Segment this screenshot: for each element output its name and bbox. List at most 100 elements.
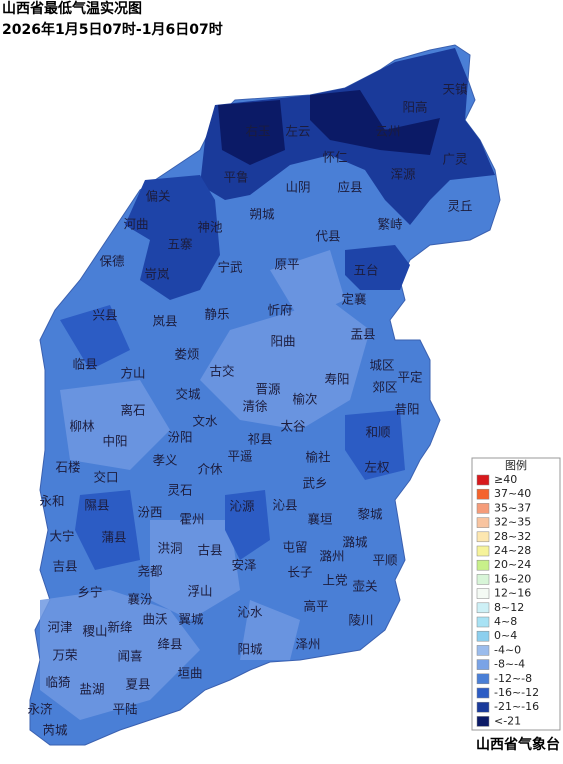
map-subtitle: 2026年1月5日07时-1月6日07时 [2, 21, 223, 38]
county-label: 长子 [287, 565, 312, 580]
county-label: 娄烦 [174, 347, 199, 362]
county-label: 神池 [197, 220, 223, 235]
county-label: 壶关 [352, 579, 377, 594]
county-label: 介休 [197, 462, 223, 477]
county-label: 盐湖 [79, 682, 104, 697]
county-label: 阳曲 [270, 334, 295, 349]
county-label: 沁水 [237, 605, 263, 620]
legend-label: -12~-8 [494, 672, 532, 685]
county-label: 古县 [197, 543, 222, 558]
legend-swatch [476, 474, 490, 486]
county-label: 五台 [353, 263, 378, 278]
county-label: 寿阳 [324, 372, 349, 387]
legend-swatch [476, 701, 490, 713]
county-label: 芮城 [42, 723, 68, 738]
legend-swatch [476, 716, 490, 727]
legend-label: 12~16 [494, 587, 531, 600]
county-label: 太谷 [280, 419, 306, 434]
county-label: 河曲 [123, 217, 148, 232]
legend-label: 37~40 [494, 487, 531, 500]
county-label: 定襄 [341, 292, 367, 307]
legend-label: 4~8 [494, 615, 517, 628]
county-label: 平鲁 [223, 170, 248, 185]
county-label: 方山 [120, 366, 145, 381]
county-label: 临县 [72, 357, 97, 372]
county-label: 汾西 [137, 505, 162, 520]
county-label: 云州 [375, 124, 400, 139]
county-label: 安泽 [231, 558, 256, 573]
county-label: 朔城 [249, 207, 275, 222]
county-label: 尧都 [137, 564, 163, 579]
county-label: 郊区 [372, 380, 397, 395]
county-label: 武乡 [302, 476, 327, 491]
county-label: 岚县 [152, 314, 177, 329]
source-label: 山西省气象台 [476, 736, 560, 753]
county-label: 高平 [303, 599, 328, 614]
county-label: 原平 [274, 257, 299, 272]
county-label: 左云 [285, 124, 310, 139]
county-label: 万荣 [52, 648, 78, 663]
county-label: 临猗 [45, 675, 70, 690]
county-label: 阳城 [237, 642, 263, 657]
legend-title: 图例 [505, 458, 527, 472]
county-label: 汾阳 [167, 430, 192, 445]
county-label: 昔阳 [394, 402, 419, 417]
county-label: 乡宁 [77, 585, 102, 600]
county-label: 屯留 [282, 540, 307, 555]
legend-swatch [476, 645, 490, 656]
county-label: 稷山 [82, 624, 107, 639]
county-label: 右玉 [245, 124, 270, 139]
legend-label: 16~20 [494, 572, 531, 585]
legend-swatch [476, 488, 490, 500]
legend-label: -8~-4 [494, 658, 525, 671]
county-label: 襄垣 [307, 512, 332, 527]
county-label: 沁县 [272, 498, 297, 513]
county-label: 交城 [175, 387, 201, 402]
cold-zone-west [125, 175, 220, 300]
county-label: 晋源 [255, 382, 281, 397]
county-label: 灵石 [167, 483, 192, 498]
county-label: 兴县 [92, 308, 117, 323]
county-label: 平遥 [227, 449, 252, 464]
legend-label: 8~12 [494, 601, 524, 614]
county-label: 大宁 [49, 529, 74, 544]
county-label: 盂县 [350, 327, 375, 342]
legend-label: 0~4 [494, 629, 517, 642]
county-label: 中阳 [102, 434, 127, 449]
county-label: 浑源 [390, 167, 416, 182]
county-label: 垣曲 [177, 666, 202, 681]
county-label: 广灵 [442, 152, 468, 167]
county-label: 襄汾 [127, 592, 153, 607]
legend-swatch [476, 687, 490, 699]
legend-swatch [476, 503, 490, 514]
coldest-zone [218, 90, 440, 165]
county-label: 古交 [209, 364, 234, 379]
legend-label: 20~24 [494, 558, 531, 571]
county-label: 文水 [192, 414, 218, 429]
county-label: 潞州 [319, 549, 344, 564]
county-label: 祁县 [247, 432, 272, 447]
legend-swatch [476, 673, 490, 685]
legend-swatch [476, 602, 490, 614]
legend-swatch [476, 517, 490, 528]
county-label: 石楼 [55, 460, 80, 475]
county-label: 沁源 [229, 499, 255, 514]
county-label: 霍州 [179, 512, 204, 527]
province [29, 44, 501, 746]
county-label: 天镇 [442, 82, 467, 97]
county-label: 城区 [369, 358, 394, 373]
county-label: 陵川 [348, 613, 373, 628]
legend-label: -16~-12 [494, 686, 539, 699]
legend-swatch [476, 616, 490, 628]
county-label: 黎城 [357, 507, 383, 522]
county-label: 和顺 [365, 425, 390, 440]
county-label: 左权 [364, 460, 390, 475]
county-label: 怀仁 [322, 150, 347, 165]
county-label: 交口 [93, 470, 118, 485]
cold-pocket [60, 305, 405, 570]
county-label: 清徐 [242, 399, 267, 414]
legend-label: 32~35 [494, 516, 531, 529]
county-label: 柳林 [69, 419, 95, 434]
county-label: 代县 [315, 229, 340, 244]
county-label: 孝义 [152, 453, 178, 468]
